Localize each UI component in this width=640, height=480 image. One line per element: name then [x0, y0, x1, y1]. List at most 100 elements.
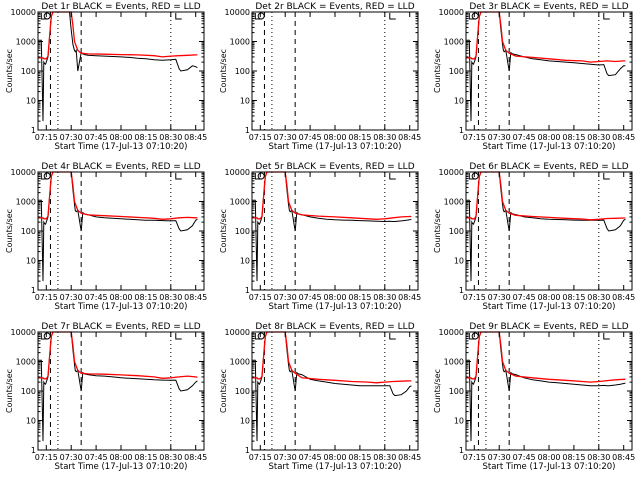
x-tick-label: 07:15: [35, 293, 58, 302]
x-tick-label: 08:00: [323, 453, 346, 462]
x-tick-label: 07:45: [513, 133, 536, 142]
lld-series-line: [466, 11, 626, 63]
lld-series-line: [252, 171, 412, 220]
panel-title: Det 4r BLACK = Events, RED = LLD: [41, 162, 200, 172]
panel-title: Det 7r BLACK = Events, RED = LLD: [41, 322, 200, 332]
x-tick-label: 08:45: [612, 293, 635, 302]
panel-title: Det 8r BLACK = Events, RED = LLD: [255, 322, 414, 332]
x-tick-label: 08:15: [134, 453, 157, 462]
x-tick-label: 07:45: [299, 453, 322, 462]
y-tick-label: 1000: [444, 38, 464, 47]
x-tick-label: 08:30: [587, 293, 610, 302]
y-axis-label: Counts/sec: [5, 49, 14, 93]
x-tick-label: 08:15: [134, 293, 157, 302]
x-tick-label: 08:45: [612, 453, 635, 462]
events-series-line: [466, 11, 626, 122]
x-tick-label: 08:15: [562, 133, 585, 142]
y-tick-label: 1000: [16, 38, 36, 47]
y-tick-label: 10000: [11, 168, 36, 177]
x-tick-label: 08:30: [587, 453, 610, 462]
x-tick-label: 07:45: [85, 133, 108, 142]
plot-frame: [37, 11, 205, 131]
x-tick-label: 07:15: [463, 453, 486, 462]
plot-frame: [465, 11, 633, 131]
y-axis-label: Counts/sec: [5, 369, 14, 413]
plot-frame: [251, 11, 419, 131]
y-axis-label: Counts/sec: [433, 209, 442, 253]
x-tick-label: 07:15: [463, 293, 486, 302]
annotation-glyph: [468, 332, 610, 340]
lld-series-line: [466, 171, 626, 221]
x-tick-label: 07:45: [85, 453, 108, 462]
x-tick-label: 08:45: [184, 293, 207, 302]
lld-series-line: [38, 331, 198, 380]
y-tick-label: 100: [235, 227, 250, 236]
x-axis-label: Start Time (17-Jul-13 07:10:20): [55, 302, 188, 312]
x-tick-label: 08:15: [348, 293, 371, 302]
y-tick-label: 100: [21, 387, 36, 396]
detector-panel: Det 5r BLACK = Events, RED = LLD 1 10 100 10…: [219, 162, 421, 312]
x-tick-label: 07:15: [35, 133, 58, 142]
panel-title: Det 5r BLACK = Events, RED = LLD: [255, 162, 414, 172]
plot-frame: [37, 331, 205, 451]
x-axis-label: Start Time (17-Jul-13 07:10:20): [483, 142, 616, 152]
x-tick-label: 07:30: [60, 133, 83, 142]
x-tick-label: 08:45: [612, 133, 635, 142]
y-tick-label: 1000: [444, 198, 464, 207]
y-tick-label: 10000: [439, 328, 464, 337]
x-tick-label: 08:15: [348, 453, 371, 462]
detector-panel: Det 6r BLACK = Events, RED = LLD 1 10 100 10…: [433, 162, 635, 312]
annotation-glyph: [254, 332, 396, 340]
detector-panel: Det 7r BLACK = Events, RED = LLD 1 10 100 10…: [5, 322, 207, 472]
lld-series-line: [38, 171, 198, 220]
annotation-glyph: [40, 12, 182, 20]
x-axis-label: Start Time (17-Jul-13 07:10:20): [483, 462, 616, 472]
annotation-glyph: [40, 332, 182, 340]
annotation-glyph: [254, 12, 396, 20]
y-tick-label: 1: [459, 446, 464, 455]
y-tick-label: 10000: [11, 328, 36, 337]
y-axis-label: Counts/sec: [433, 49, 442, 93]
detector-panel: Det 8r BLACK = Events, RED = LLD 1 10 100 10…: [219, 322, 421, 472]
x-tick-label: 07:15: [249, 133, 272, 142]
x-axis-label: Start Time (17-Jul-13 07:10:20): [269, 142, 402, 152]
x-tick-label: 08:00: [537, 133, 560, 142]
annotation-glyph: [468, 12, 610, 20]
y-tick-label: 10000: [225, 168, 250, 177]
detector-panel: Det 3r BLACK = Events, RED = LLD 1 10 100 10…: [433, 2, 635, 152]
panel-title: Det 9r BLACK = Events, RED = LLD: [469, 322, 628, 332]
x-tick-label: 07:30: [274, 453, 297, 462]
y-tick-label: 100: [235, 67, 250, 76]
y-tick-label: 1: [459, 286, 464, 295]
y-tick-label: 1000: [16, 198, 36, 207]
x-tick-label: 07:30: [274, 133, 297, 142]
y-tick-label: 1: [459, 126, 464, 135]
y-tick-label: 100: [449, 387, 464, 396]
y-axis-label: Counts/sec: [219, 209, 228, 253]
y-tick-label: 1000: [16, 358, 36, 367]
plot-frame: [251, 331, 419, 451]
y-tick-label: 10000: [225, 8, 250, 17]
y-tick-label: 100: [449, 227, 464, 236]
x-tick-label: 08:00: [109, 133, 132, 142]
y-tick-label: 100: [21, 227, 36, 236]
x-tick-label: 08:00: [323, 293, 346, 302]
x-tick-label: 08:15: [562, 453, 585, 462]
x-tick-label: 07:45: [299, 293, 322, 302]
plot-frame: [465, 171, 633, 291]
y-tick-label: 1: [245, 286, 250, 295]
x-tick-label: 08:00: [109, 293, 132, 302]
x-tick-label: 07:30: [488, 133, 511, 142]
y-tick-label: 10000: [439, 168, 464, 177]
x-tick-label: 07:45: [85, 293, 108, 302]
events-series-line: [466, 171, 626, 282]
y-tick-label: 1: [31, 126, 36, 135]
x-tick-label: 08:00: [323, 133, 346, 142]
annotation-glyph: [468, 172, 610, 180]
x-tick-label: 08:00: [537, 453, 560, 462]
lld-series-line: [252, 331, 412, 384]
y-tick-label: 1000: [230, 38, 250, 47]
y-tick-label: 10: [26, 97, 36, 106]
x-tick-label: 07:15: [249, 453, 272, 462]
